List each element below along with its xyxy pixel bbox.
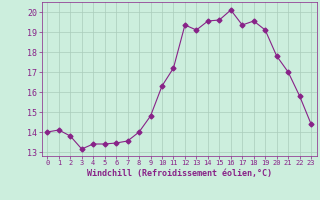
X-axis label: Windchill (Refroidissement éolien,°C): Windchill (Refroidissement éolien,°C) [87, 169, 272, 178]
